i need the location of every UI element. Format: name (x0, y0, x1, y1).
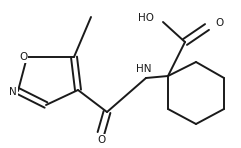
Text: HN: HN (136, 64, 152, 74)
Text: O: O (98, 135, 106, 145)
Text: N: N (9, 87, 17, 97)
Text: O: O (19, 52, 27, 62)
Text: HO: HO (138, 13, 154, 23)
Text: O: O (215, 18, 223, 28)
